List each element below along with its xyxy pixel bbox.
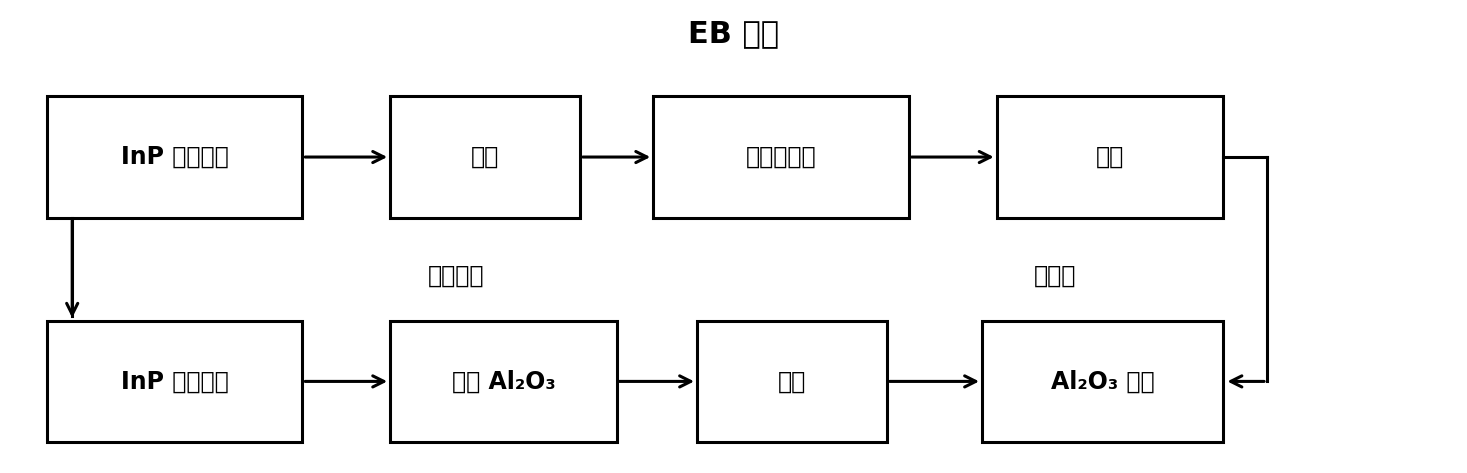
FancyBboxPatch shape bbox=[653, 96, 910, 218]
Text: 淀积金属膜: 淀积金属膜 bbox=[745, 145, 816, 169]
FancyBboxPatch shape bbox=[981, 321, 1223, 442]
Text: InP 片子清洗: InP 片子清洗 bbox=[120, 145, 229, 169]
FancyBboxPatch shape bbox=[390, 321, 616, 442]
Text: 直流溅射: 直流溅射 bbox=[427, 264, 484, 288]
Text: InP 片子清洗: InP 片子清洗 bbox=[120, 369, 229, 394]
FancyBboxPatch shape bbox=[697, 321, 888, 442]
Text: 光刻: 光刻 bbox=[778, 369, 805, 394]
FancyBboxPatch shape bbox=[390, 96, 579, 218]
FancyBboxPatch shape bbox=[996, 96, 1223, 218]
Text: Al₂O₃ 刻蚀: Al₂O₃ 刻蚀 bbox=[1050, 369, 1155, 394]
FancyBboxPatch shape bbox=[47, 321, 302, 442]
Text: 剥离: 剥离 bbox=[1096, 145, 1124, 169]
Text: 光刻: 光刻 bbox=[471, 145, 499, 169]
Text: 等离子: 等离子 bbox=[1034, 264, 1077, 288]
Text: 淀积 Al₂O₃: 淀积 Al₂O₃ bbox=[452, 369, 555, 394]
FancyBboxPatch shape bbox=[47, 96, 302, 218]
Text: EB 蒸发: EB 蒸发 bbox=[688, 18, 779, 48]
